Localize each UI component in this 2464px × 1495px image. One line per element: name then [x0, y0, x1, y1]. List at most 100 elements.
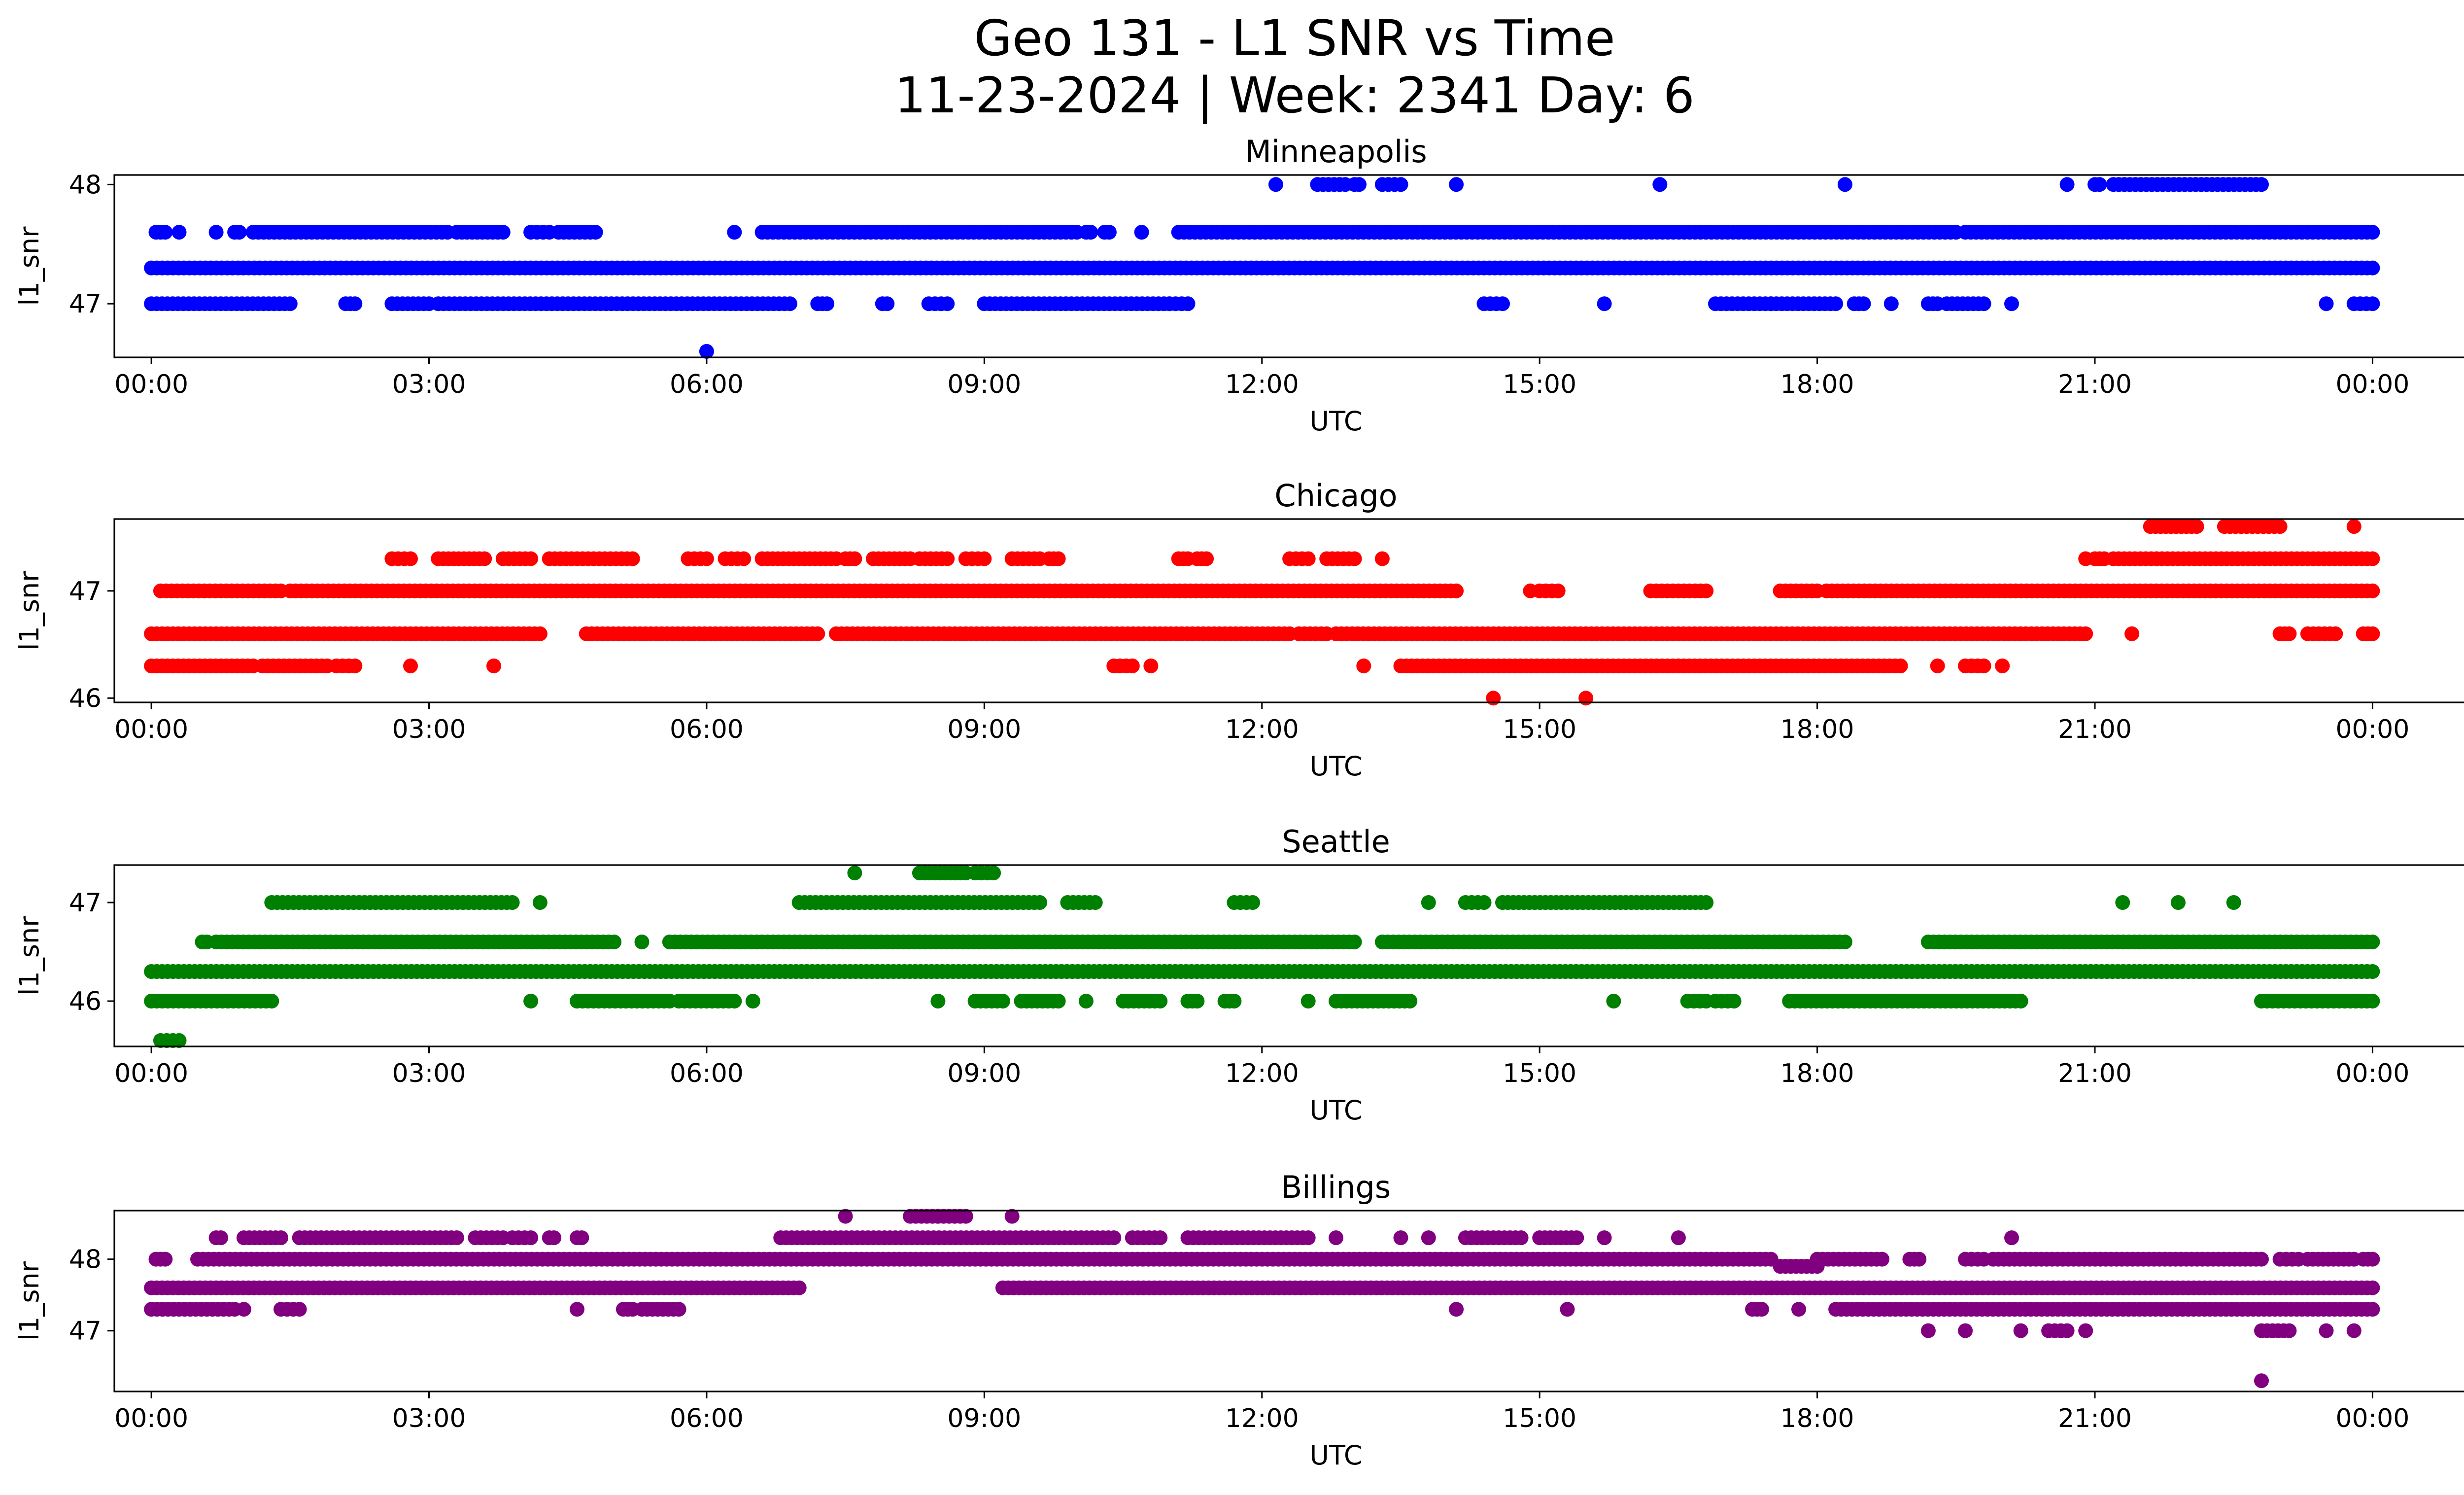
data-point: [2365, 583, 2380, 598]
data-point: [2365, 626, 2380, 641]
data-point: [1930, 659, 1945, 673]
data-point: [1101, 225, 1117, 240]
data-point: [486, 659, 501, 673]
data-point: [2059, 177, 2075, 192]
x-tick-label: 00:00: [2335, 715, 2409, 744]
x-tick-label: 03:00: [392, 1059, 466, 1088]
y-tick-label: 47: [69, 888, 102, 918]
data-point: [2013, 1323, 2028, 1338]
data-point: [791, 1280, 807, 1295]
subplot-title: Minneapolis: [1245, 134, 1427, 170]
data-point: [820, 296, 835, 312]
data-point: [810, 626, 825, 641]
data-point: [1671, 1230, 1686, 1246]
subplot-minneapolis: Minneapolis 00:00 03:00 06:00 09:00 12:00 15:0…: [14, 134, 2464, 437]
data-point: [2365, 935, 2380, 949]
data-point: [1190, 994, 1205, 1008]
series-points: [144, 866, 2380, 1048]
data-point: [1875, 1252, 1889, 1267]
data-point: [2365, 225, 2380, 240]
data-point: [986, 866, 1001, 880]
data-point: [2346, 1323, 2361, 1338]
data-point: [736, 551, 752, 566]
subplot-title: Billings: [1281, 1169, 1391, 1205]
data-point: [1199, 551, 1214, 566]
data-point: [574, 1230, 589, 1246]
data-point: [1004, 1209, 1020, 1224]
data-point: [2078, 626, 2093, 641]
x-tick-label: 18:00: [1780, 370, 1854, 399]
y-tick-label: 47: [69, 289, 102, 319]
data-point: [1300, 551, 1316, 566]
x-tick-label: 15:00: [1503, 370, 1576, 399]
x-axis-label: UTC: [1309, 406, 1362, 437]
data-point: [1560, 1302, 1575, 1317]
data-point: [1995, 659, 2010, 673]
data-point: [699, 344, 714, 359]
data-point: [1486, 691, 1501, 706]
x-tick-label: 09:00: [947, 1404, 1021, 1433]
data-point: [1374, 551, 1390, 566]
data-point: [2189, 519, 2204, 534]
data-point: [727, 994, 742, 1008]
data-point: [274, 1230, 288, 1246]
subplot-title: Chicago: [1274, 478, 1397, 514]
x-tick-label: 15:00: [1503, 715, 1576, 744]
data-point: [570, 1302, 584, 1317]
x-tick-label: 21:00: [2058, 370, 2132, 399]
series-points: [144, 519, 2380, 706]
data-point: [1421, 1230, 1436, 1246]
x-tick-label: 00:00: [114, 715, 188, 744]
data-point: [158, 1252, 173, 1267]
y-tick-label: 48: [69, 1245, 102, 1275]
x-tick-label: 03:00: [392, 715, 466, 744]
x-tick-label: 00:00: [2335, 1404, 2409, 1433]
data-point: [2365, 551, 2380, 566]
x-tick-label: 18:00: [1780, 715, 1854, 744]
data-point: [1153, 994, 1168, 1008]
data-point: [1106, 1230, 1122, 1246]
data-point: [1652, 177, 1668, 192]
data-point: [634, 935, 650, 949]
data-point: [1699, 583, 1714, 598]
data-point: [995, 994, 1010, 1008]
data-point: [625, 551, 640, 566]
data-point: [1300, 994, 1316, 1008]
data-point: [2004, 296, 2019, 312]
figure-title-line1: Geo 131 - L1 SNR vs Time: [974, 9, 1615, 67]
data-point: [2254, 1373, 2269, 1389]
data-point: [2365, 1252, 2380, 1267]
data-point: [2282, 626, 2297, 641]
data-point: [2282, 1323, 2297, 1338]
data-point: [523, 994, 539, 1008]
x-tick-label: 15:00: [1503, 1059, 1576, 1088]
data-point: [588, 225, 603, 240]
data-point: [940, 296, 955, 312]
y-axis-label: l1_snr: [14, 571, 45, 651]
data-point: [403, 659, 418, 673]
data-point: [236, 1302, 251, 1317]
x-axis-label: UTC: [1309, 1095, 1362, 1126]
data-point: [1606, 994, 1621, 1008]
data-point: [1495, 296, 1510, 312]
data-point: [1976, 659, 1991, 673]
data-point: [2254, 1252, 2269, 1267]
x-tick-label: 12:00: [1225, 1404, 1299, 1433]
data-point: [838, 1209, 853, 1224]
data-point: [2365, 1302, 2380, 1317]
data-point: [1393, 177, 1408, 192]
x-tick-label: 09:00: [947, 715, 1021, 744]
data-point: [2115, 895, 2130, 910]
data-point: [1449, 583, 1464, 598]
data-point: [1051, 994, 1066, 1008]
data-point: [1180, 296, 1196, 312]
data-point: [2171, 895, 2186, 910]
data-point: [532, 895, 548, 910]
data-point: [292, 1302, 307, 1317]
x-axis-label: UTC: [1309, 1440, 1362, 1471]
data-point: [1550, 583, 1566, 598]
data-point: [2319, 296, 2334, 312]
x-tick-label: 00:00: [114, 370, 188, 399]
data-point: [1578, 691, 1594, 706]
